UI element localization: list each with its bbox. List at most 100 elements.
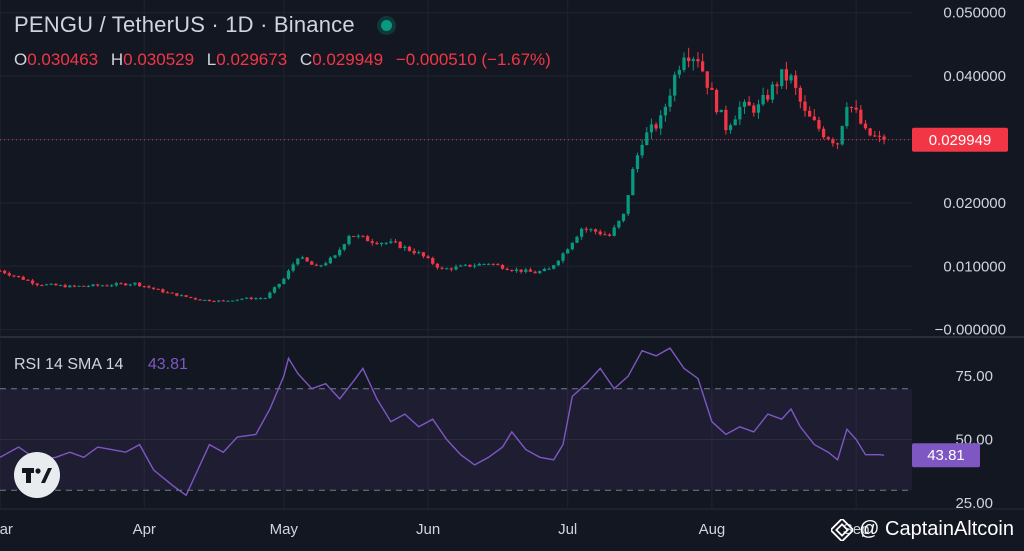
time-tick-label: May — [270, 521, 299, 538]
candle-body — [673, 74, 677, 96]
candle-body — [91, 284, 95, 287]
candle-body — [584, 228, 588, 230]
candle-body — [598, 231, 602, 235]
time-tick-label: Aug — [699, 521, 726, 538]
candle-body — [463, 264, 467, 266]
candle-body — [384, 242, 388, 244]
rsi-value-label: 43.81 — [927, 447, 965, 464]
market-status-icon — [380, 19, 392, 31]
candle-body — [370, 241, 374, 243]
candle-body — [687, 57, 691, 62]
candle-body — [742, 101, 747, 107]
candle-body — [12, 275, 16, 277]
candle-body — [137, 282, 142, 287]
time-tick-label: Apr — [133, 521, 156, 538]
candle-body — [165, 292, 170, 294]
candle-body — [873, 135, 877, 137]
candle-body — [314, 264, 319, 266]
tradingview-logo-mark — [22, 468, 52, 483]
candle-body — [659, 115, 663, 129]
price-tick-label: −0.000000 — [935, 322, 1006, 339]
candle-body — [324, 263, 328, 266]
candle-body — [766, 95, 770, 100]
candle-body — [798, 87, 802, 102]
candle-body — [389, 241, 393, 243]
candle-body — [575, 236, 579, 243]
candle-body — [300, 257, 305, 259]
candle-body — [203, 299, 207, 301]
tradingview-logo-icon[interactable] — [14, 452, 60, 498]
candle-body — [175, 293, 179, 296]
close-value: 0.029949 — [312, 50, 384, 69]
candle-body — [35, 283, 39, 286]
candle-body — [840, 126, 844, 145]
candle-body — [477, 263, 481, 266]
price-tick-label: 0.040000 — [943, 68, 1006, 85]
candle-body — [677, 69, 681, 75]
candle-body — [505, 268, 509, 270]
candle-body — [519, 269, 523, 272]
candle-body — [347, 235, 351, 245]
candle-body — [607, 234, 612, 236]
candle-body — [128, 284, 132, 286]
candle-body — [26, 279, 30, 281]
open-value: 0.030463 — [27, 50, 99, 69]
candle-body — [179, 295, 184, 297]
candle-body — [794, 75, 798, 88]
high-value: 0.030529 — [123, 50, 195, 69]
candle-body — [761, 95, 765, 105]
candle-body — [63, 285, 67, 288]
candle-body — [421, 252, 426, 257]
candle-body — [356, 235, 360, 237]
candle-body — [231, 300, 235, 302]
candle-body — [528, 269, 533, 272]
candle-body — [82, 285, 86, 287]
candle-body — [445, 268, 449, 270]
last-price-tag — [912, 127, 1008, 152]
candle-body — [133, 282, 137, 285]
candle-body — [612, 227, 616, 236]
candle-body — [789, 75, 793, 81]
candle-body — [352, 235, 356, 237]
candle-body — [96, 284, 100, 286]
chart-title: PENGU / TetherUS · 1D · Binance — [14, 12, 355, 37]
candle-body — [244, 297, 249, 299]
candle-body — [705, 71, 709, 88]
candle-body — [328, 257, 332, 264]
candle-body — [272, 287, 277, 293]
candle-body — [398, 241, 402, 249]
candle-body — [784, 69, 788, 81]
candle-body — [277, 283, 281, 288]
candle-body — [193, 297, 198, 300]
candle-body — [417, 252, 421, 254]
candle-body — [16, 275, 21, 277]
candle-body — [752, 105, 756, 113]
candle-body — [566, 249, 570, 254]
candle-body — [640, 144, 644, 156]
candle-body — [454, 266, 458, 270]
candle-body — [72, 285, 77, 287]
candle-body — [719, 109, 723, 113]
candle-body — [338, 249, 342, 256]
price-tick-label: 0.050000 — [943, 5, 1006, 22]
candle-body — [826, 137, 830, 140]
candle-body — [286, 270, 291, 279]
candle-body — [854, 107, 858, 110]
candle-body — [258, 298, 263, 300]
candle-body — [882, 136, 886, 140]
candle-body — [379, 242, 384, 245]
candle-body — [100, 285, 104, 287]
candle-body — [207, 299, 212, 302]
rsi-tick-label: 75.00 — [955, 368, 993, 385]
candle-body — [184, 295, 188, 297]
candle-body — [561, 253, 565, 261]
candle-body — [226, 300, 230, 302]
candle-body — [533, 271, 537, 274]
candle-body — [217, 300, 221, 302]
candle-body — [700, 61, 705, 72]
candle-body — [617, 220, 621, 228]
candle-body — [552, 265, 556, 269]
candle-body — [803, 101, 807, 111]
candle-body — [510, 269, 514, 271]
low-key: L — [206, 50, 217, 69]
